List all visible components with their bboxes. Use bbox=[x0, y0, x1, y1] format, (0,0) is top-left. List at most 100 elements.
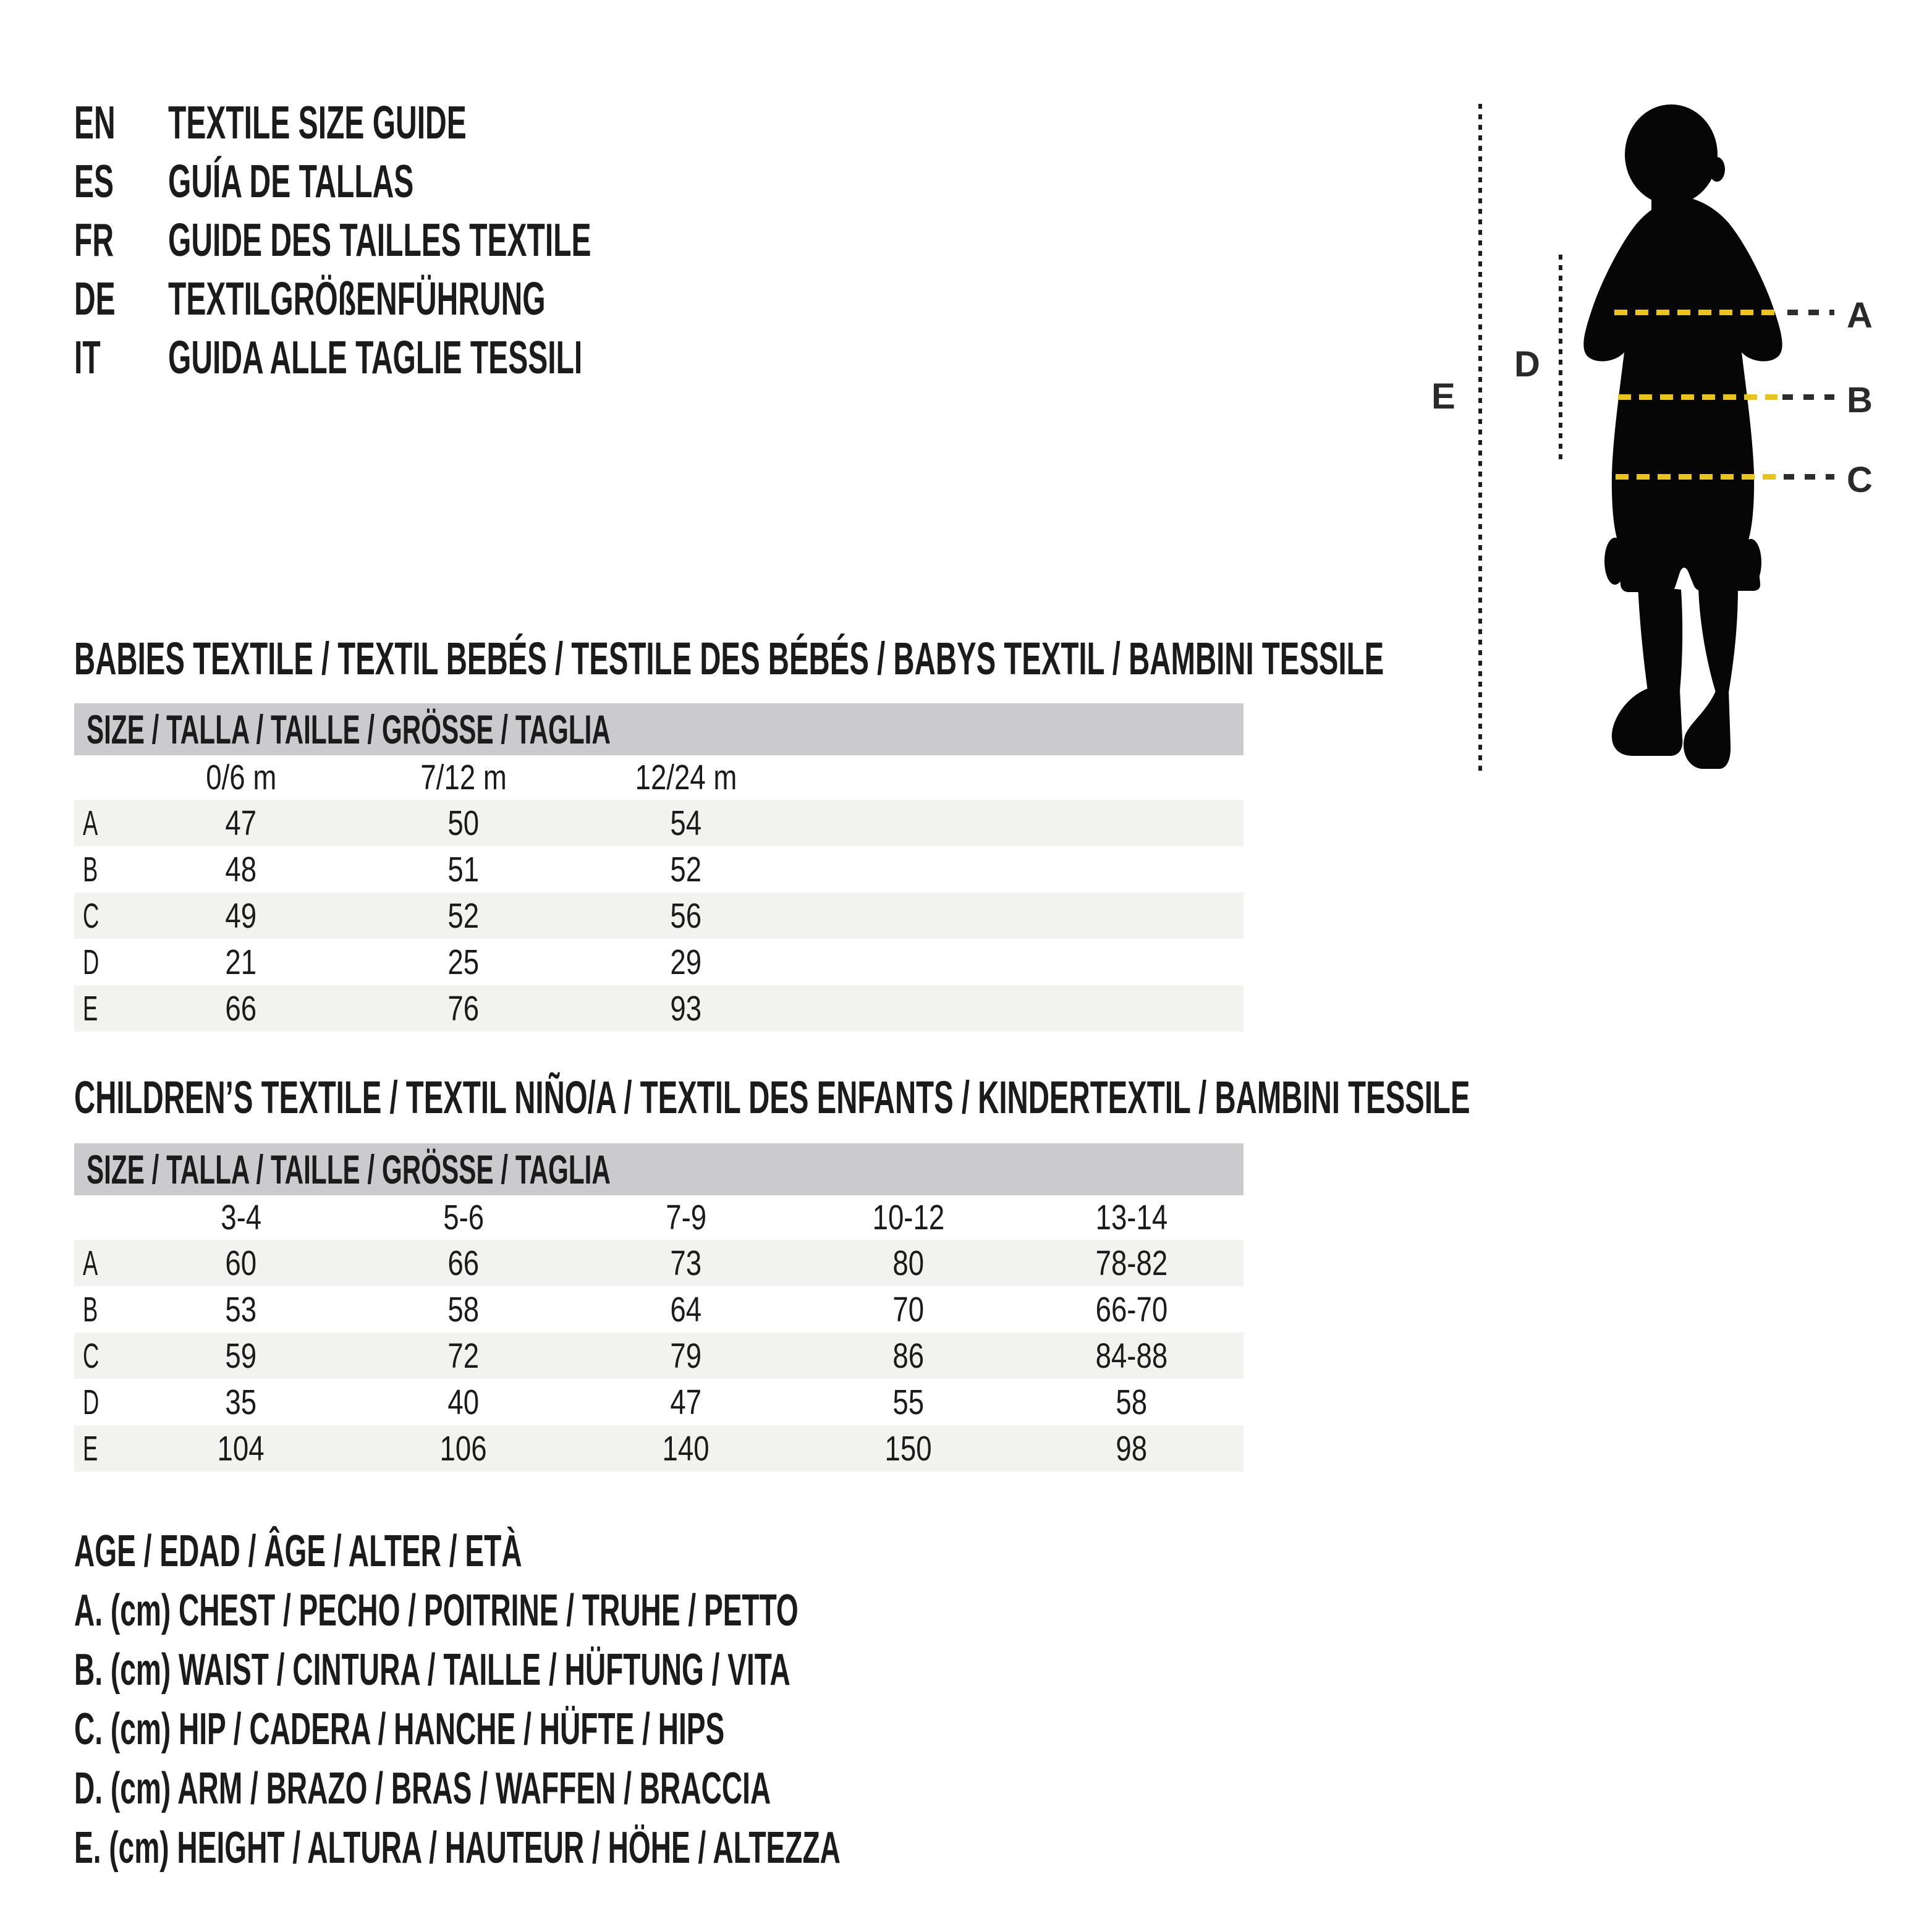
table-cell: 25 bbox=[447, 942, 480, 982]
row-label: D bbox=[83, 1382, 100, 1422]
row-label: C bbox=[83, 896, 100, 936]
table-row: C 59 72 79 86 84-88 bbox=[74, 1332, 1244, 1379]
table-cell: 59 bbox=[225, 1336, 257, 1376]
language-code: DE bbox=[74, 272, 116, 324]
column-header: 10-12 bbox=[872, 1198, 945, 1237]
silhouette-left-leg bbox=[1638, 585, 1683, 691]
children-section-heading: CHILDREN’S TEXTILE / TEXTIL NIÑO/A / TEX… bbox=[74, 1072, 1932, 1123]
table-row: E 104 106 140 150 98 bbox=[74, 1425, 1244, 1472]
row-label: C bbox=[83, 1336, 100, 1376]
row-label: A bbox=[83, 803, 98, 843]
waist-dash-line-yellow bbox=[1618, 394, 1777, 400]
language-row-en: EN TEXTILE SIZE GUIDE bbox=[74, 93, 829, 151]
height-label: E bbox=[1431, 376, 1455, 417]
hip-dash-line-yellow bbox=[1616, 474, 1779, 480]
guide-title-fr: GUIDE DES TAILLES TEXTILE bbox=[168, 213, 591, 266]
language-code: IT bbox=[74, 331, 101, 383]
chest-dash-line-dark bbox=[1787, 310, 1834, 315]
child-silhouette bbox=[1583, 104, 1782, 769]
table-cell: 98 bbox=[1116, 1428, 1148, 1468]
column-header: 3-4 bbox=[221, 1198, 261, 1237]
table-row: B 48 51 52 bbox=[74, 846, 1244, 892]
babies-section-heading: BABIES TEXTILE / TEXTIL BEBÉS / TESTILE … bbox=[74, 633, 1932, 684]
silhouette-right-leg bbox=[1698, 588, 1738, 692]
children-heading-text: CHILDREN’S TEXTILE / TEXTIL NIÑO/A / TEX… bbox=[74, 1071, 1470, 1123]
table-cell: 60 bbox=[225, 1243, 257, 1283]
row-label: B bbox=[83, 849, 98, 889]
legend-chest: A. (cm) CHEST / PECHO / POITRINE / TRUHE… bbox=[74, 1586, 799, 1635]
table-cell: 47 bbox=[670, 1382, 702, 1422]
table-cell: 76 bbox=[447, 988, 480, 1028]
table-cell: 52 bbox=[670, 849, 702, 889]
table-row: A 47 50 54 bbox=[74, 800, 1244, 846]
language-title-list: EN TEXTILE SIZE GUIDE ES GUÍA DE TALLAS … bbox=[74, 93, 829, 386]
babies-size-header-bar: SIZE / TALLA / TAILLE / GRÖSSE / TAGLIA bbox=[74, 703, 1244, 755]
table-cell: 35 bbox=[225, 1382, 257, 1422]
table-cell: 58 bbox=[447, 1289, 480, 1329]
language-row-es: ES GUÍA DE TALLAS bbox=[74, 151, 829, 210]
column-header: 7/12 m bbox=[420, 758, 507, 797]
table-cell: 66 bbox=[225, 988, 257, 1028]
babies-heading-text: BABIES TEXTILE / TEXTIL BEBÉS / TESTILE … bbox=[74, 632, 1384, 684]
guide-title-en: TEXTILE SIZE GUIDE bbox=[168, 96, 467, 148]
row-label: E bbox=[83, 988, 98, 1028]
legend-height: E. (cm) HEIGHT / ALTURA / HAUTEUR / HÖHE… bbox=[74, 1823, 841, 1873]
language-row-de: DE TEXTILGRÖßENFÜHRUNG bbox=[74, 269, 829, 328]
size-header-text: SIZE / TALLA / TAILLE / GRÖSSE / TAGLIA bbox=[87, 706, 611, 752]
table-cell: 48 bbox=[225, 849, 257, 889]
arm-label: D bbox=[1514, 344, 1540, 384]
legend-waist: B. (cm) WAIST / CINTURA / TAILLE / HÜFTU… bbox=[74, 1645, 790, 1695]
table-cell: 86 bbox=[892, 1336, 925, 1376]
table-cell: 29 bbox=[670, 942, 702, 982]
column-header: 0/6 m bbox=[205, 758, 277, 797]
children-column-header-row: 3-4 5-6 7-9 10-12 13-14 bbox=[74, 1195, 1244, 1240]
table-cell: 49 bbox=[225, 896, 257, 936]
legend-arm: D. (cm) ARM / BRAZO / BRAS / WAFFEN / BR… bbox=[74, 1764, 771, 1813]
guide-title-es: GUÍA DE TALLAS bbox=[168, 155, 414, 207]
row-label: D bbox=[83, 942, 100, 982]
table-cell: 56 bbox=[670, 896, 702, 936]
silhouette-head bbox=[1625, 104, 1718, 205]
language-code: FR bbox=[74, 213, 114, 266]
babies-column-header-row: 0/6 m 7/12 m 12/24 m bbox=[74, 755, 1244, 800]
table-cell: 93 bbox=[670, 988, 702, 1028]
babies-size-table: SIZE / TALLA / TAILLE / GRÖSSE / TAGLIA … bbox=[74, 703, 1244, 1032]
silhouette-left-shoe bbox=[1611, 688, 1683, 756]
table-cell: 21 bbox=[225, 942, 257, 982]
hip-dash-line-dark bbox=[1784, 474, 1834, 480]
table-cell: 72 bbox=[447, 1336, 480, 1376]
guide-title-it: GUIDA ALLE TAGLIE TESSILI bbox=[168, 331, 583, 383]
column-header: 13-14 bbox=[1095, 1198, 1168, 1237]
language-row-fr: FR GUIDE DES TAILLES TEXTILE bbox=[74, 210, 829, 269]
table-cell: 106 bbox=[439, 1428, 488, 1468]
silhouette-tshirt bbox=[1583, 197, 1782, 549]
table-cell: 66 bbox=[447, 1243, 480, 1283]
language-code: EN bbox=[74, 96, 116, 148]
table-cell: 78-82 bbox=[1095, 1243, 1168, 1283]
waist-label: B bbox=[1847, 380, 1873, 420]
table-row: B 53 58 64 70 66-70 bbox=[74, 1286, 1244, 1332]
table-row: E 66 76 93 bbox=[74, 985, 1244, 1032]
table-row: C 49 52 56 bbox=[74, 892, 1244, 939]
silhouette-right-shoe bbox=[1684, 691, 1731, 769]
table-cell: 40 bbox=[447, 1382, 480, 1422]
table-cell: 58 bbox=[1116, 1382, 1148, 1422]
children-size-table: SIZE / TALLA / TAILLE / GRÖSSE / TAGLIA … bbox=[74, 1143, 1244, 1472]
row-label: E bbox=[83, 1428, 98, 1468]
silhouette-ear bbox=[1709, 157, 1725, 182]
table-cell: 64 bbox=[670, 1289, 702, 1329]
size-header-text: SIZE / TALLA / TAILLE / GRÖSSE / TAGLIA bbox=[87, 1146, 611, 1192]
waist-dash-line-dark bbox=[1782, 394, 1834, 400]
table-cell: 51 bbox=[447, 849, 480, 889]
table-cell: 150 bbox=[884, 1428, 933, 1468]
row-label: B bbox=[83, 1289, 98, 1329]
guide-title-de: TEXTILGRÖßENFÜHRUNG bbox=[168, 272, 546, 324]
table-cell: 79 bbox=[670, 1336, 702, 1376]
column-header: 12/24 m bbox=[635, 758, 737, 797]
table-row: A 60 66 73 80 78-82 bbox=[74, 1240, 1244, 1286]
column-header: 7-9 bbox=[666, 1198, 706, 1237]
table-cell: 55 bbox=[892, 1382, 925, 1422]
measurement-legend: AGE / EDAD / ÂGE / ALTER / ETÀ A. (cm) C… bbox=[74, 1522, 1271, 1878]
column-header: 5-6 bbox=[443, 1198, 484, 1237]
